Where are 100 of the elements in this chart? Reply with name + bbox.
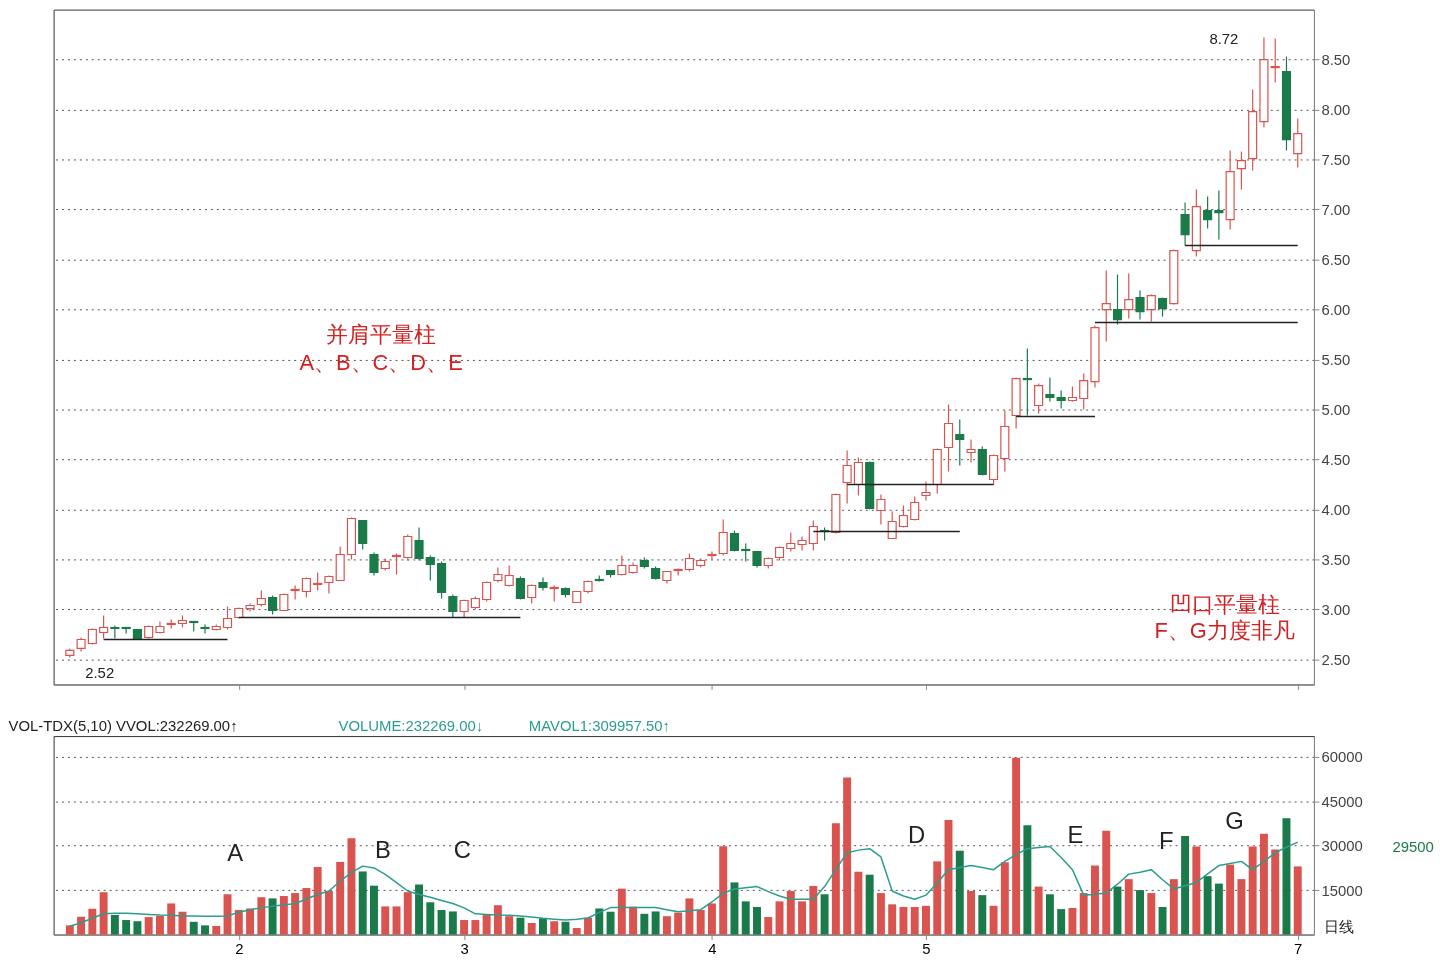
candlestick (391, 552, 402, 576)
bar (347, 838, 356, 935)
bar (798, 901, 807, 935)
annotation: 凹口平量柱 (1169, 592, 1280, 618)
bar (910, 907, 919, 935)
bar (640, 913, 649, 935)
bar (1293, 866, 1302, 935)
candlestick (808, 519, 818, 552)
bar (1192, 846, 1201, 935)
bar (1169, 879, 1178, 935)
bar (820, 894, 829, 935)
y-tick-label: 6.50 (1321, 252, 1351, 269)
bar (1102, 830, 1111, 935)
bar (448, 911, 457, 935)
bar (1000, 862, 1009, 935)
bar (876, 893, 885, 935)
candlestick (943, 403, 954, 473)
annotation: C (453, 836, 471, 864)
annotation: 2.52 (85, 664, 115, 681)
candlestick (290, 584, 300, 601)
text: 29500 (1392, 839, 1434, 856)
bar (189, 921, 198, 935)
bar (313, 867, 322, 935)
bar (809, 885, 818, 935)
bar (403, 892, 412, 935)
bar (989, 905, 998, 935)
bar (561, 921, 570, 935)
bar (122, 920, 131, 935)
x-tick-label: 5 (922, 940, 931, 957)
text: VOL-TDX(5,10) VVOL:232269.00↑ (8, 718, 238, 735)
bar (831, 823, 840, 935)
annotation: A、B、C、D、E (299, 349, 463, 375)
candlestick (1146, 293, 1156, 323)
bar (527, 923, 536, 935)
bar (1034, 886, 1043, 935)
candlestick (200, 623, 210, 635)
bar (707, 903, 716, 935)
bar (415, 884, 424, 935)
bar (662, 916, 671, 935)
text: VOLUME:232269.00↓ (338, 718, 484, 735)
candlestick (876, 493, 886, 526)
bar (1023, 825, 1032, 935)
bar (133, 921, 142, 935)
bar (212, 925, 221, 935)
candlestick (842, 449, 852, 505)
annotation: E (1067, 821, 1084, 849)
bar (538, 918, 547, 935)
candlestick (1293, 117, 1303, 169)
bar (1158, 907, 1167, 935)
y-tick-label: 3.00 (1321, 601, 1351, 618)
candlestick (1203, 195, 1213, 230)
candlestick (1124, 272, 1134, 320)
bar (167, 903, 176, 935)
bar (302, 888, 311, 935)
candlestick (1079, 372, 1089, 411)
bar (595, 908, 604, 935)
candlestick (425, 554, 435, 582)
bar (482, 914, 491, 935)
bar (201, 925, 209, 935)
candlestick (955, 418, 965, 467)
bar (336, 861, 345, 935)
bar (899, 907, 908, 935)
bar (674, 912, 683, 935)
bar (144, 917, 153, 935)
candlestick (1022, 347, 1032, 417)
y-tick-label: 8.50 (1321, 52, 1351, 69)
bar (888, 904, 897, 935)
bar (110, 915, 119, 935)
candlestick (1270, 38, 1280, 84)
bar (471, 920, 480, 935)
candlestick (1135, 289, 1145, 321)
candlestick (403, 533, 413, 562)
candlestick (482, 580, 492, 603)
bar (719, 846, 728, 935)
annotation: A (227, 839, 244, 867)
candlestick (1101, 269, 1111, 343)
bar (617, 888, 626, 935)
bar (234, 909, 243, 935)
bar (1124, 879, 1133, 935)
candlestick (989, 453, 999, 486)
bar (572, 928, 581, 935)
annotation: G (1225, 807, 1244, 835)
annotation: D (907, 821, 926, 849)
bar (460, 920, 469, 935)
candlestick (369, 551, 379, 577)
annotation: F、G力度非凡 (1154, 617, 1295, 643)
bar (1271, 849, 1280, 935)
bar (1068, 907, 1077, 935)
candlestick (673, 567, 683, 577)
bar (1079, 893, 1088, 935)
x-tick-label: 7 (1294, 940, 1303, 957)
bar (775, 901, 784, 935)
bar (854, 871, 863, 935)
y-tick-label: 45000 (1321, 793, 1363, 810)
candlestick (527, 583, 537, 605)
bar (741, 901, 750, 935)
bar (696, 909, 705, 935)
candlestick (301, 576, 311, 599)
y-tick-label: 8.00 (1321, 102, 1351, 119)
bar (324, 891, 333, 935)
